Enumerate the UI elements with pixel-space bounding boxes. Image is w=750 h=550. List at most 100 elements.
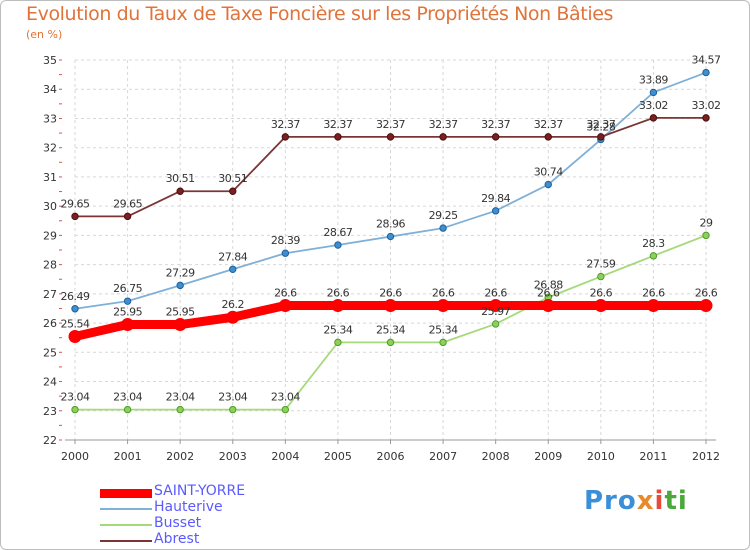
data-point-busset [649,252,658,260]
data-point-abrest [702,114,710,122]
data-point-saint-yorre [121,318,135,332]
logo-part-4: ti [664,486,688,516]
data-label-saint-yorre: 26.6 [590,287,613,300]
y-tick-label: 33 [43,112,57,125]
data-label-hauterive: 28.96 [376,218,405,231]
data-label-abrest: 32.37 [376,118,405,131]
data-point-saint-yorre [226,310,240,324]
x-tick-label: 2007 [429,450,457,463]
data-point-hauterive [386,232,395,241]
x-tick-label: 2008 [482,450,510,463]
x-tick-label: 2001 [114,450,142,463]
data-label-busset: 29 [700,216,713,229]
y-tick-label: 28 [43,259,57,272]
y-tick-label: 26 [43,317,57,330]
data-label-hauterive: 27.84 [218,250,247,263]
y-tick-label: 29 [43,229,57,242]
data-label-hauterive: 30.74 [534,166,563,179]
x-tick-label: 2005 [324,450,352,463]
data-label-busset: 25.34 [376,323,405,336]
data-point-saint-yorre [699,299,713,313]
data-label-abrest: 29.65 [113,197,142,210]
data-point-busset [176,405,184,414]
data-point-busset [229,405,237,414]
data-point-busset [491,320,500,328]
data-label-abrest: 32.37 [271,118,300,131]
data-label-saint-yorre: 26.6 [274,287,297,300]
data-label-busset: 23.04 [113,391,142,404]
data-label-busset: 23.04 [61,391,90,404]
data-point-abrest [281,133,290,141]
x-tick-label: 2000 [61,450,89,463]
x-tick-label: 2004 [271,450,299,463]
data-label-hauterive: 26.75 [113,282,142,295]
data-label-saint-yorre: 26.6 [642,287,665,300]
legend-label-hauterive: Hauterive [154,499,223,515]
data-point-busset [386,338,395,347]
data-point-busset [597,272,605,281]
axis-layer: 22 23 24 25 26 27 28 29 30 31 32 33 34 35 2000 2001 2002… [43,54,720,463]
logo-part-3: i [654,486,665,516]
legend-label-abrest: Abrest [154,531,200,547]
data-label-hauterive: 32.28 [586,121,615,134]
data-label-hauterive: 34.57 [692,54,721,67]
data-point-hauterive [71,305,79,313]
data-point-abrest [439,133,447,141]
y-tick-label: 35 [43,54,57,67]
data-point-hauterive [334,241,342,249]
y-tick-label: 30 [43,200,57,213]
y-tick-label: 32 [43,142,57,155]
y-tick-label: 24 [43,376,57,389]
x-tick-label: 2012 [692,450,720,463]
y-tick-label: 25 [43,346,57,359]
x-tick-label: 2006 [377,450,405,463]
data-point-abrest [649,114,658,122]
data-label-abrest: 29.65 [61,197,90,210]
legend-swatch-busset [100,524,152,526]
x-tick-label: 2010 [587,450,615,463]
x-tick-label: 2009 [534,450,562,463]
series-layer [68,68,713,414]
data-label-saint-yorre: 25.54 [61,318,90,331]
data-point-busset [334,338,342,347]
data-point-abrest [597,133,605,141]
data-point-abrest [71,212,79,221]
data-point-saint-yorre [173,318,187,332]
legend-swatch-saint-yorre [100,489,152,498]
data-label-busset: 23.04 [271,391,300,404]
data-label-abrest: 32.37 [586,118,615,131]
legend-label-busset: Busset [154,515,202,531]
data-label-busset: 25.34 [429,323,458,336]
data-point-hauterive [702,68,710,77]
data-point-abrest [491,133,500,141]
data-label-saint-yorre: 26.2 [222,298,245,311]
data-point-abrest [176,187,184,195]
data-point-abrest [386,133,395,141]
data-label-hauterive: 28.39 [271,234,300,247]
data-point-saint-yorre [594,299,608,313]
unit-label: (en %) [26,28,63,41]
data-label-busset: 25.97 [481,305,510,318]
legend-swatch-hauterive [100,508,152,510]
data-point-saint-yorre [541,299,555,313]
data-point-busset [702,231,710,240]
data-point-saint-yorre [68,330,82,344]
data-label-busset: 27.59 [586,258,615,271]
data-label-busset: 26.88 [534,278,563,291]
y-tick-label: 23 [43,405,57,418]
data-label-saint-yorre: 26.6 [432,287,455,300]
data-label-hauterive: 28.67 [323,226,352,239]
data-label-hauterive: 29.84 [481,192,510,205]
data-point-saint-yorre [278,299,292,313]
data-label-abrest: 32.37 [429,118,458,131]
y-tick-label: 27 [43,288,57,301]
y-tick-label: 34 [43,83,57,96]
data-label-saint-yorre: 25.95 [166,306,195,319]
data-point-busset [123,405,132,414]
data-point-abrest [123,212,132,221]
data-label-saint-yorre: 26.6 [695,287,718,300]
data-label-abrest: 32.37 [481,118,510,131]
y-tick-label: 22 [43,434,57,447]
data-point-abrest [334,133,342,141]
